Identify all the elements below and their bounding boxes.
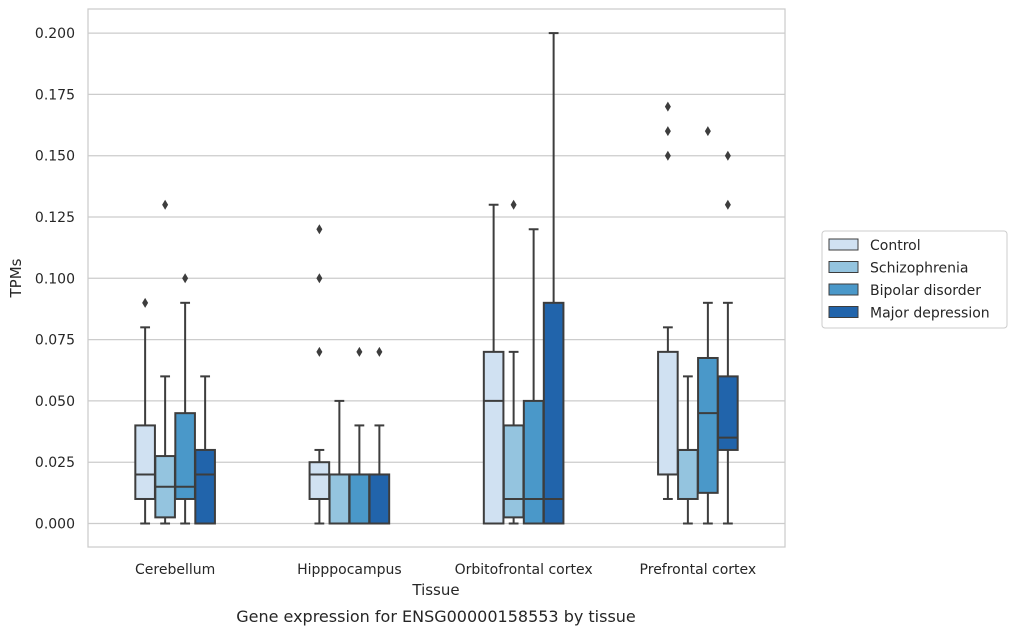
iqr-box — [542, 301, 565, 525]
box-schizophrenia — [502, 199, 525, 525]
y-tick-label: 0.200 — [35, 26, 75, 42]
y-tick-label: 0.175 — [35, 87, 75, 103]
legend-label: Control — [870, 238, 921, 254]
x-tick-label: Prefrontal cortex — [640, 562, 757, 578]
y-tick-label: 0.050 — [35, 394, 75, 410]
iqr-box — [308, 461, 331, 500]
boxes — [134, 32, 739, 525]
box-major-depression — [717, 150, 739, 525]
outlier-marker — [664, 101, 671, 112]
y-tick-label: 0.150 — [35, 149, 75, 165]
box-major-depression — [542, 32, 565, 525]
iqr-box — [697, 356, 719, 494]
iqr-box — [717, 375, 739, 451]
y-tick-label: 0.075 — [35, 333, 75, 349]
x-tick-label: Cerebellum — [135, 562, 215, 578]
plot-frame — [87, 8, 786, 548]
x-tick-labels: Cerebellum Hipppocampus Orbitofrontal cort… — [135, 562, 756, 578]
outlier-marker — [704, 126, 711, 137]
iqr-box — [502, 424, 525, 519]
y-tick-label: 0.100 — [35, 271, 75, 287]
box-major-depression — [368, 346, 391, 525]
iqr-box — [677, 448, 699, 500]
x-axis-label: Tissue — [411, 581, 459, 599]
outlier-marker — [724, 199, 731, 210]
iqr-box — [348, 473, 371, 525]
iqr-box — [657, 350, 679, 476]
outlier-marker — [162, 199, 169, 210]
legend-label: Major depression — [870, 306, 990, 322]
outlier-marker — [316, 346, 323, 357]
box-control — [308, 224, 331, 525]
outlier-marker — [724, 150, 731, 161]
legend-frame — [821, 230, 1008, 329]
iqr-box — [134, 424, 156, 500]
legend-swatch — [828, 238, 859, 251]
outlier-marker — [664, 126, 671, 137]
y-tick-label: 0.000 — [35, 517, 75, 533]
box-control — [657, 101, 679, 500]
outlier-marker — [356, 346, 363, 357]
y-tick-label: 0.025 — [35, 455, 75, 471]
legend-label: Schizophrenia — [870, 261, 968, 277]
iqr-box — [194, 448, 216, 525]
y-tick-label: 0.125 — [35, 210, 75, 226]
box-schizophrenia — [154, 199, 176, 525]
legend: Control Schizophrenia Bipolar disorder Majo… — [821, 230, 1008, 329]
figure-caption: Gene expression for ENSG00000158553 by t… — [236, 607, 636, 626]
outlier-marker — [510, 199, 517, 210]
outlier-marker — [664, 150, 671, 161]
x-tick-label: Hipppocampus — [297, 562, 402, 578]
legend-label: Bipolar disorder — [870, 283, 981, 299]
y-tick-labels: 0.000 0.025 0.050 0.075 0.100 0.125 0.150 0.175… — [35, 26, 75, 532]
outlier-marker — [182, 273, 189, 284]
box-major-depression — [194, 375, 216, 525]
legend-swatch — [828, 261, 859, 273]
legend-swatch — [828, 283, 859, 296]
y-axis-label: TPMs — [7, 258, 25, 298]
legend-swatch — [828, 306, 859, 318]
outlier-marker — [142, 297, 149, 308]
iqr-box — [522, 399, 545, 525]
outlier-marker — [316, 224, 323, 235]
x-tick-label: Orbitofrontal cortex — [455, 562, 593, 578]
outlier-marker — [376, 346, 383, 357]
box-bipolar-disorder — [522, 228, 545, 525]
outlier-marker — [316, 273, 323, 284]
iqr-box — [368, 473, 391, 525]
box-bipolar-disorder — [174, 273, 196, 525]
iqr-box — [328, 473, 351, 525]
iqr-box — [482, 350, 505, 525]
